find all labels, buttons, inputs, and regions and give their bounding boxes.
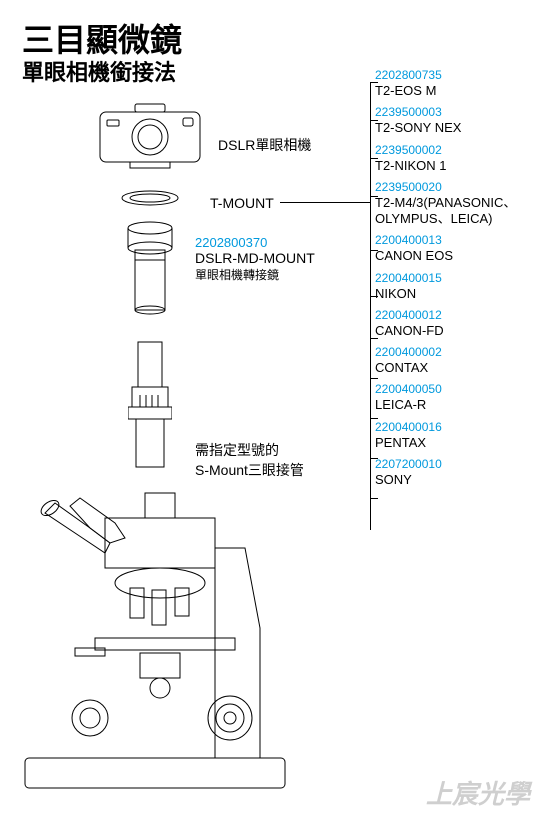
mdmount-drawing (125, 220, 175, 320)
label-camera-text: DSLR單眼相機 (218, 137, 311, 153)
mount-item-name: SONY (375, 472, 535, 488)
mount-item: 2200400013CANON EOS (375, 233, 535, 264)
microscope-drawing (15, 488, 315, 798)
mount-item-code: 2200400016 (375, 420, 535, 435)
mount-item: 2202800735T2-EOS M (375, 68, 535, 99)
label-tmount-text: T-MOUNT (210, 195, 274, 211)
tmount-drawing (120, 188, 180, 208)
mount-item: 2200400002CONTAX (375, 345, 535, 376)
title-sub: 單眼相機銜接法 (22, 55, 176, 87)
mount-item-code: 2239500020 (375, 180, 535, 195)
label-smount-sub: S-Mount三眼接管 (195, 462, 304, 478)
tick-line (370, 498, 378, 499)
mount-item: 2239500020T2-M4/3(PANASONIC、OLYMPUS、LEIC… (375, 180, 535, 228)
mount-item-name: NIKON (375, 286, 535, 302)
mount-item: 2207200010SONY (375, 457, 535, 488)
mount-item-name: LEICA-R (375, 397, 535, 413)
mount-item-code: 2239500003 (375, 105, 535, 120)
mount-item-name: T2-M4/3(PANASONIC、OLYMPUS、LEICA) (375, 195, 535, 228)
mount-item-name: CANON-FD (375, 323, 535, 339)
mount-item-name: CONTAX (375, 360, 535, 376)
label-mdmount-text: DSLR-MD-MOUNT (195, 250, 315, 266)
mount-item-code: 2200400013 (375, 233, 535, 248)
mount-list: 2202800735T2-EOS M2239500003T2-SONY NEX2… (375, 68, 535, 494)
mount-item-code: 2200400015 (375, 271, 535, 286)
connector-line (280, 202, 370, 203)
mount-item-name: CANON EOS (375, 248, 535, 264)
mount-item-name: T2-SONY NEX (375, 120, 535, 136)
label-mdmount: 2202800370 DSLR-MD-MOUNT 單眼相機轉接鏡 (195, 235, 315, 283)
mount-item-name: PENTAX (375, 435, 535, 451)
smount-drawing (128, 340, 172, 470)
mount-item: 2239500002T2-NIKON 1 (375, 143, 535, 174)
mount-item: 2200400015NIKON (375, 271, 535, 302)
mount-item: 2200400016PENTAX (375, 420, 535, 451)
mount-item-code: 2202800735 (375, 68, 535, 83)
mount-item-name: T2-EOS M (375, 83, 535, 99)
mount-item-code: 2200400002 (375, 345, 535, 360)
mount-item-name: T2-NIKON 1 (375, 158, 535, 174)
camera-drawing (95, 100, 205, 175)
list-vertical-line (370, 82, 371, 530)
mount-item-code: 2207200010 (375, 457, 535, 472)
label-smount-text: 需指定型號的 (195, 442, 279, 458)
mount-item: 2239500003T2-SONY NEX (375, 105, 535, 136)
mount-item-code: 2239500002 (375, 143, 535, 158)
label-tmount: T-MOUNT (210, 195, 274, 211)
label-mdmount-code: 2202800370 (195, 235, 315, 250)
label-smount: 需指定型號的 S-Mount三眼接管 (195, 440, 304, 480)
label-camera: DSLR單眼相機 (218, 135, 311, 155)
mount-item: 2200400012CANON-FD (375, 308, 535, 339)
mount-item-code: 2200400012 (375, 308, 535, 323)
mount-item: 2200400050LEICA-R (375, 382, 535, 413)
mount-item-code: 2200400050 (375, 382, 535, 397)
label-mdmount-sub: 單眼相機轉接鏡 (195, 268, 279, 282)
watermark: 上宸光學 (426, 774, 530, 811)
